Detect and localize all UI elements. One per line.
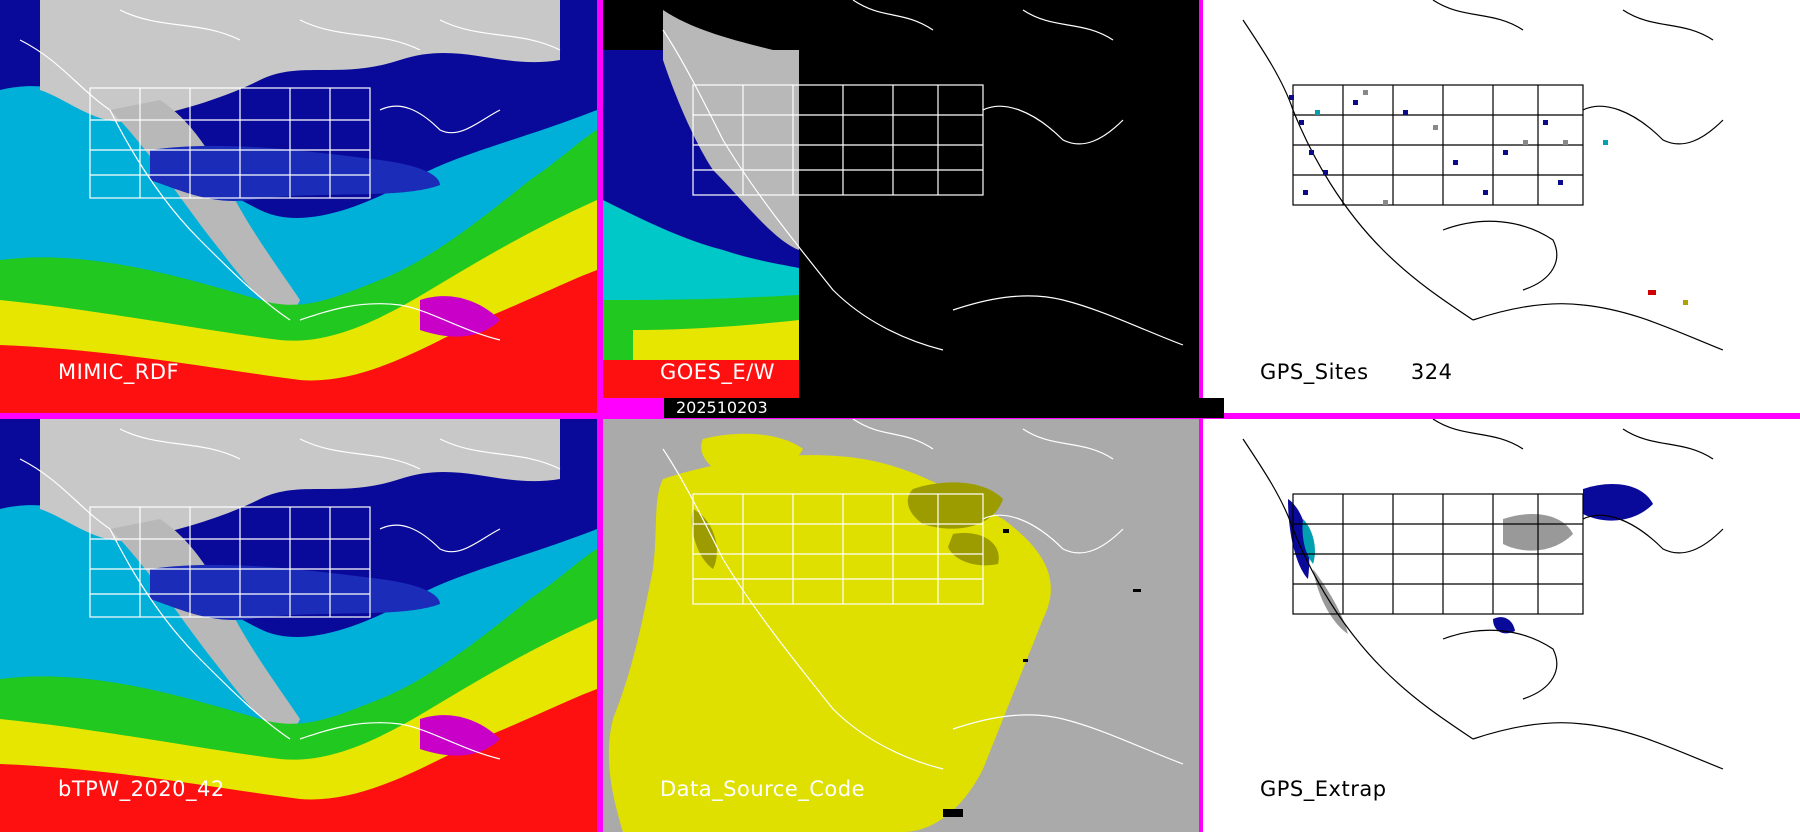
goes-ew-map xyxy=(603,0,1199,398)
panel-label-btpw: bTPW_2020_42 xyxy=(58,777,225,801)
btpw-map xyxy=(0,419,597,832)
panel-gps-extrap: GPS_Extrap xyxy=(1203,419,1800,832)
gps-sites-map xyxy=(1203,0,1800,413)
panel-label-gps-sites: GPS_Sites 324 xyxy=(1260,360,1453,384)
panel-gps-sites: GPS_Sites 324 xyxy=(1203,0,1800,413)
data-source-code-map xyxy=(603,419,1199,832)
mimic-rdf-map xyxy=(0,0,597,413)
panel-goes-ew: GOES_E/W xyxy=(603,0,1199,398)
gps-sites-label: GPS_Sites xyxy=(1260,360,1369,384)
panel-btpw: bTPW_2020_42 xyxy=(0,419,597,832)
panel-label-goes-ew: GOES_E/W xyxy=(660,360,776,384)
panel-label-mimic-rdf: MIMIC_RDF xyxy=(58,360,180,384)
gps-sites-count: 324 xyxy=(1410,360,1453,384)
date-text: 202510203 xyxy=(676,398,768,417)
panel-data-source-code: Data_Source_Code xyxy=(603,419,1199,832)
panel-label-data-source-code: Data_Source_Code xyxy=(660,777,866,801)
date-bar: 202510203 xyxy=(664,398,1224,418)
gps-extrap-map xyxy=(1203,419,1800,832)
panel-label-gps-extrap: GPS_Extrap xyxy=(1260,777,1387,801)
panel-mimic-rdf: MIMIC_RDF xyxy=(0,0,597,413)
